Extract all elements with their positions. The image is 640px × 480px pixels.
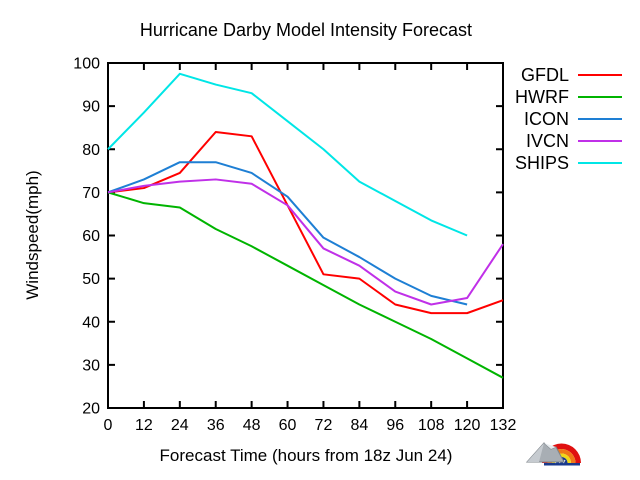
legend-item-icon: ICON	[515, 108, 622, 130]
y-tick-label: 90	[82, 99, 100, 116]
legend-item-hwrf: HWRF	[515, 86, 622, 108]
x-tick-label: 120	[454, 417, 481, 434]
legend-swatch	[578, 118, 622, 120]
series-line-hwrf	[107, 191, 504, 379]
legend-label: HWRF	[515, 86, 569, 107]
x-tick-label: 60	[279, 417, 297, 434]
legend-label: ICON	[524, 108, 569, 129]
y-tick-label: 100	[73, 56, 100, 73]
x-tick-label: 72	[315, 417, 333, 434]
legend-label: IVCN	[525, 130, 569, 151]
x-tick-label: 0	[104, 417, 113, 434]
x-tick-label: 24	[171, 417, 189, 434]
x-tick-label: 84	[350, 417, 368, 434]
legend-label: GFDL	[520, 64, 569, 85]
y-tick-label: 50	[82, 271, 100, 288]
y-tick-label: 70	[82, 185, 100, 202]
x-tick-label: 132	[490, 417, 517, 434]
legend-swatch	[578, 74, 622, 76]
y-tick-label: 40	[82, 314, 100, 331]
legend-item-ivcn: IVCN	[515, 130, 622, 152]
legend-label: SHIPS	[514, 152, 569, 173]
x-axis-label: Forecast Time (hours from 18z Jun 24)	[159, 446, 453, 465]
y-tick-label: 30	[82, 357, 100, 374]
legend-swatch	[578, 96, 622, 98]
legend-swatch	[578, 140, 622, 142]
x-tick-label: 108	[418, 417, 445, 434]
nrl-rainbow-logo	[525, 442, 581, 466]
series-line-gfdl	[107, 131, 504, 315]
x-tick-label: 36	[207, 417, 225, 434]
y-tick-label: 20	[82, 401, 100, 418]
series-line-icon	[107, 161, 468, 306]
mountain-icon	[525, 442, 565, 463]
series-line-ships	[107, 72, 468, 237]
legend-swatch	[578, 162, 622, 164]
chart-title: Hurricane Darby Model Intensity Forecast	[139, 20, 473, 40]
y-tick-label: 60	[82, 228, 100, 245]
legend-item-gfdl: GFDL	[515, 64, 622, 86]
y-tick-label: 80	[82, 142, 100, 159]
x-tick-label: 12	[135, 417, 153, 434]
x-tick-label: 96	[386, 417, 404, 434]
x-tick-label: 48	[243, 417, 261, 434]
legend: GFDL HWRF ICON IVCN SHIPS	[515, 64, 622, 174]
legend-item-ships: SHIPS	[515, 152, 622, 174]
plot-border	[107, 62, 504, 409]
series-line-ivcn	[107, 178, 504, 306]
